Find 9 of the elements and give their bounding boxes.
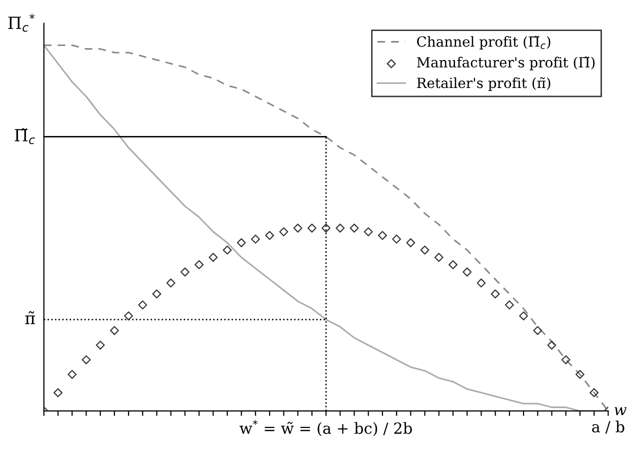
x-axis-title: w bbox=[614, 407, 627, 416]
legend-label: Channel profit (Π̃$_{c}$) bbox=[417, 36, 550, 50]
ref-line-label: π̃ bbox=[25, 311, 35, 324]
legend-label: Retailer's profit (π̃) bbox=[417, 77, 550, 91]
legend-label: Manufacturer's profit (Π̃) bbox=[416, 56, 595, 70]
ref-line-label: Π̃$_{c}$ bbox=[14, 128, 35, 144]
x-tick-label: w$^{*}$ = w̃ = (a + bc) / 2b bbox=[240, 420, 412, 436]
text: Π$_{c}$$^{*}$ bbox=[8, 14, 35, 32]
x-tick-label: a / b bbox=[592, 420, 624, 434]
